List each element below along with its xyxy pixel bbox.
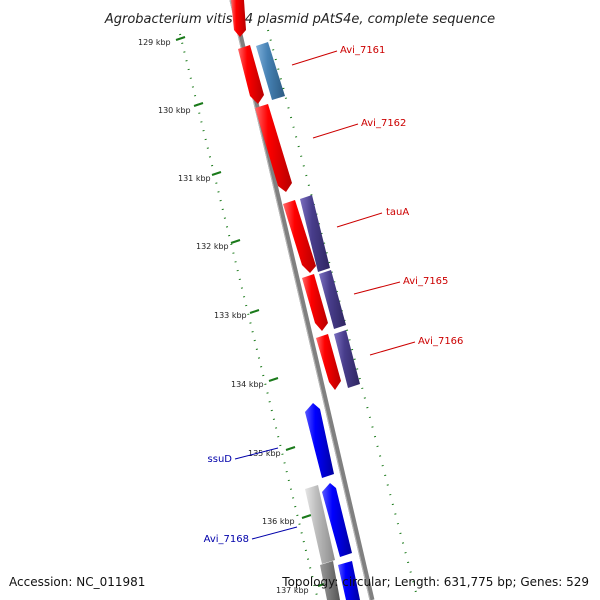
tick-label-136: 136 kbp [262,517,295,526]
leader-line [369,341,416,356]
cds-feature[interactable] [238,45,264,104]
tick-mark [285,446,296,451]
leader-line [336,212,383,228]
cds-feature-blue[interactable] [305,403,334,478]
gene-label-avi-7166[interactable]: Avi_7166 [418,336,463,347]
leader-line [251,526,298,540]
tick-mark [249,309,260,314]
gene-label-avi-7161[interactable]: Avi_7161 [340,45,385,56]
genome-stats-text: Topology: circular; Length: 631,775 bp; … [281,575,589,589]
tick-mark [230,239,241,244]
accession-text: Accession: NC_011981 [9,575,145,589]
tick-label-130: 130 kbp [158,106,191,115]
cds-feature-steelblue[interactable] [256,42,285,100]
tick-mark [175,36,186,41]
cds-feature-partial[interactable] [231,0,246,37]
cds-feature[interactable] [316,334,341,390]
ruler-dotted-line [179,33,319,600]
tick-label-135: 135 kbp [248,449,281,458]
cds-feature-blue[interactable] [322,483,352,557]
tick-label-137: 137 kbp [276,586,309,595]
tick-label-132: 132 kbp [196,242,229,251]
cds-feature-blue[interactable] [338,561,360,600]
tick-mark [268,377,279,382]
gene-label-taua[interactable]: tauA [386,207,409,218]
cds-feature[interactable] [302,274,328,331]
gene-label-avi-7168[interactable]: Avi_7168 [204,534,249,545]
gene-label-avi-7162[interactable]: Avi_7162 [361,118,406,129]
map-title: Agrobacterium vitis S4 plasmid pAtS4e, c… [104,12,495,27]
cds-feature-purple[interactable] [334,330,360,388]
cds-feature-purple[interactable] [300,195,330,272]
tick-label-129: 129 kbp [138,38,171,47]
cds-feature-purple[interactable] [319,270,346,329]
cds-feature[interactable] [255,104,292,192]
feature-gray[interactable] [305,485,335,564]
feature-dark-gray[interactable] [320,561,340,600]
tick-mark [301,514,312,519]
leader-line [291,50,338,66]
leader-line [234,447,279,460]
tick-label-134: 134 kbp [231,380,264,389]
gene-label-ssud[interactable]: ssuD [208,454,233,465]
gene-label-avi-7165[interactable]: Avi_7165 [403,276,448,287]
leader-line [353,281,401,295]
leader-line [312,123,359,139]
tick-mark [193,102,204,107]
cds-feature[interactable] [283,200,316,273]
tick-label-131: 131 kbp [178,174,211,183]
ruler-ticks [175,36,328,587]
tick-label-133: 133 kbp [214,311,247,320]
tick-mark [211,171,222,176]
genome-backbone-highlight [229,0,371,600]
